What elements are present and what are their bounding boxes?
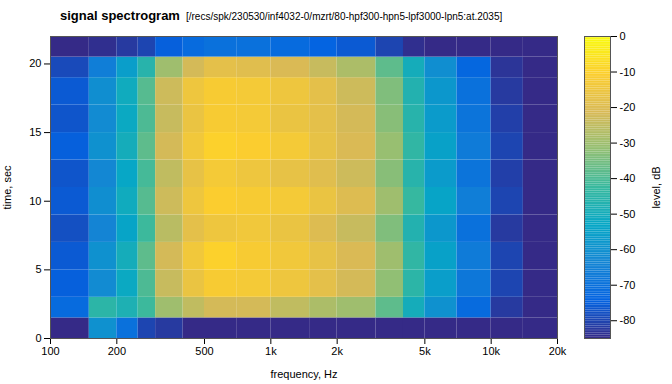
svg-text:-80: -80 <box>620 314 636 326</box>
svg-text:0: 0 <box>35 332 41 344</box>
svg-text:2k: 2k <box>331 345 343 357</box>
svg-text:-70: -70 <box>620 279 636 291</box>
svg-text:1k: 1k <box>265 345 277 357</box>
svg-text:20: 20 <box>29 57 41 69</box>
svg-text:level, dB: level, dB <box>650 166 662 208</box>
svg-text:-50: -50 <box>620 208 636 220</box>
svg-text:200: 200 <box>108 345 126 357</box>
svg-text:20k: 20k <box>549 345 567 357</box>
svg-text:-40: -40 <box>620 172 636 184</box>
svg-text:10k: 10k <box>482 345 500 357</box>
svg-text:time, sec: time, sec <box>1 165 13 210</box>
svg-text:frequency, Hz: frequency, Hz <box>270 368 337 380</box>
svg-text:-10: -10 <box>620 66 636 78</box>
svg-text:-60: -60 <box>620 243 636 255</box>
svg-text:-30: -30 <box>620 137 636 149</box>
svg-text:500: 500 <box>195 345 213 357</box>
svg-text:-20: -20 <box>620 101 636 113</box>
html-text:signal spectrogram [/recs/spk/: signal spectrogram [/recs/spk/230530/inf… <box>60 8 503 23</box>
svg-text:5: 5 <box>35 263 41 275</box>
svg-text:15: 15 <box>29 126 41 138</box>
svg-text:10: 10 <box>29 195 41 207</box>
svg-text:100: 100 <box>41 345 59 357</box>
svg-text:5k: 5k <box>419 345 431 357</box>
svg-text:0: 0 <box>620 30 626 42</box>
